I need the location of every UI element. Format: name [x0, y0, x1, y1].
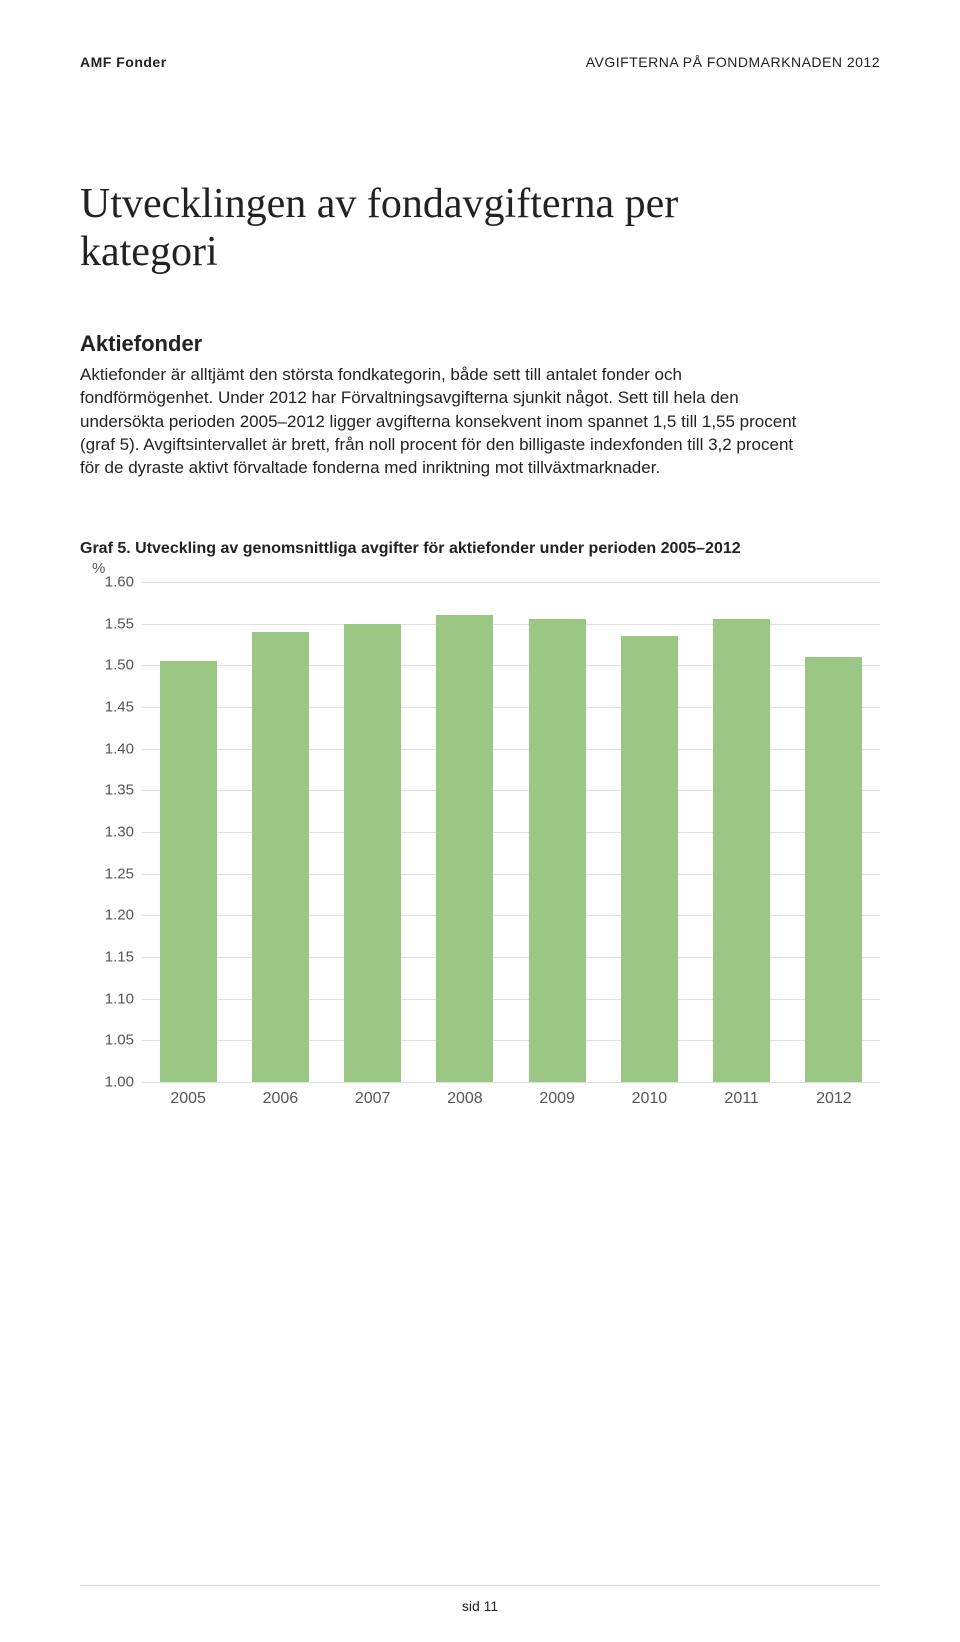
page-header: AMF Fonder AVGIFTERNA PÅ FONDMARKNADEN 2… [80, 54, 880, 70]
section-heading: Aktiefonder [80, 331, 800, 357]
y-tick-label: 1.00 [80, 1073, 134, 1090]
y-tick-label: 1.55 [80, 615, 134, 632]
body-block: Aktiefonder Aktiefonder är alltjämt den … [80, 331, 800, 480]
header-left: AMF Fonder [80, 54, 167, 70]
page: AMF Fonder AVGIFTERNA PÅ FONDMARKNADEN 2… [0, 0, 960, 1642]
body-paragraph: Aktiefonder är alltjämt den största fond… [80, 363, 800, 480]
y-tick-label: 1.40 [80, 740, 134, 757]
x-tick-label: 2007 [355, 1090, 391, 1108]
x-tick-label: 2009 [539, 1090, 575, 1108]
x-axis-labels: 2005 2006 2007 2008 2009 2010 2011 2012 [142, 1090, 880, 1114]
chart-bar [344, 624, 401, 1082]
gridline [142, 1082, 880, 1083]
x-tick-label: 2005 [170, 1090, 206, 1108]
y-tick-label: 1.25 [80, 865, 134, 882]
chart-plot-area [142, 582, 880, 1082]
footer-page-number: sid 11 [0, 1598, 960, 1614]
chart-bar [252, 632, 309, 1082]
chart-bars [142, 582, 880, 1082]
y-tick-label: 1.50 [80, 657, 134, 674]
x-tick-label: 2010 [632, 1090, 668, 1108]
y-tick-label: 1.45 [80, 698, 134, 715]
chart-caption: Graf 5. Utveckling av genomsnittliga avg… [80, 540, 880, 558]
x-tick-label: 2006 [263, 1090, 299, 1108]
y-tick-label: 1.05 [80, 1032, 134, 1049]
x-tick-label: 2011 [724, 1090, 758, 1108]
bar-chart: % 1.601.551.501.451.401.351.301.251.201.… [80, 582, 880, 1122]
page-title: Utvecklingen av fondavgifterna per kateg… [80, 180, 800, 277]
header-right: AVGIFTERNA PÅ FONDMARKNADEN 2012 [586, 54, 880, 70]
y-tick-label: 1.35 [80, 782, 134, 799]
chart-bar [713, 619, 770, 1082]
chart-bar [621, 636, 678, 1082]
x-tick-label: 2008 [447, 1090, 483, 1108]
chart-bar [436, 615, 493, 1082]
y-tick-label: 1.10 [80, 990, 134, 1007]
y-tick-label: 1.15 [80, 948, 134, 965]
chart-bar [529, 619, 586, 1082]
chart-bar [160, 661, 217, 1082]
chart-bar [805, 657, 862, 1082]
y-tick-label: 1.30 [80, 823, 134, 840]
footer-rule [80, 1585, 880, 1586]
y-tick-label: 1.20 [80, 907, 134, 924]
x-tick-label: 2012 [816, 1090, 852, 1108]
y-tick-label: 1.60 [80, 573, 134, 590]
